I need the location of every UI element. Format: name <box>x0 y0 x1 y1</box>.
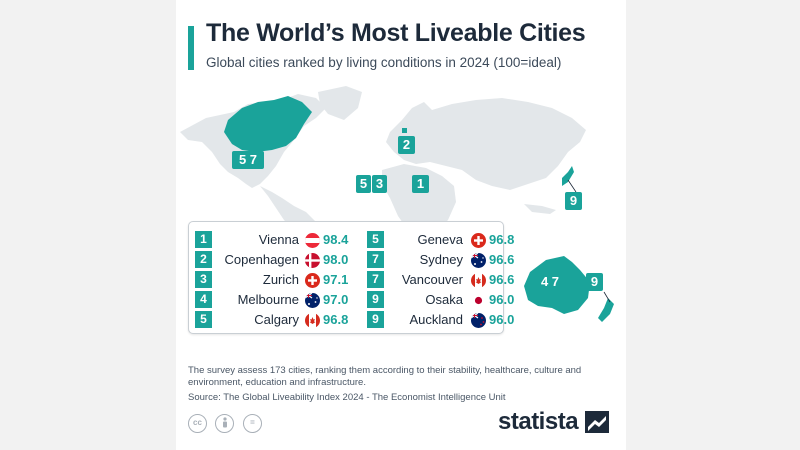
no-derivatives-icon: = <box>242 414 262 433</box>
city-name: Calgary <box>254 312 299 327</box>
title-accent-bar <box>188 26 194 70</box>
score-value: 96.8 <box>323 312 349 327</box>
country-flag-icon <box>471 313 486 328</box>
map-tag-austria: 1 <box>412 175 429 193</box>
country-flag-icon <box>305 313 320 328</box>
city-name: Geneva <box>417 232 463 247</box>
eurasia-land <box>386 98 586 190</box>
city-name: Melbourne <box>237 292 299 307</box>
table-row: 3 Zurich 97.1 <box>195 271 349 291</box>
rank-badge: 4 <box>195 291 212 308</box>
score-value: 96.6 <box>489 252 515 267</box>
country-flag-icon <box>471 293 486 308</box>
country-flag-icon <box>471 253 486 268</box>
table-row: 5 Calgary 96.8 <box>195 311 349 331</box>
map-tag-denmark: 2 <box>398 136 415 154</box>
city-name: Osaka <box>425 292 463 307</box>
score-value: 98.0 <box>323 252 349 267</box>
survey-note: The survey assess 173 cities, ranking th… <box>188 365 582 388</box>
osaka-pointer <box>567 179 577 193</box>
rank-badge: 5 <box>195 311 212 328</box>
city-name: Zurich <box>262 272 299 287</box>
country-flag-icon <box>471 273 486 288</box>
chart-subtitle: Global cities ranked by living condition… <box>206 55 562 70</box>
south-america-land <box>260 186 316 230</box>
table-row: 9 Auckland 96.0 <box>367 311 517 331</box>
attribution-icon <box>215 414 235 433</box>
map-tag-zurich: 3 <box>372 175 387 193</box>
rank-badge: 3 <box>195 271 212 288</box>
rank-badge: 5 <box>367 231 384 248</box>
city-name: Sydney <box>419 252 463 267</box>
table-row: 9 Osaka 96.0 <box>367 291 517 311</box>
table-row: 1 Vienna 98.4 <box>195 231 349 251</box>
city-name: Vancouver <box>401 272 463 287</box>
score-value: 98.4 <box>323 232 349 247</box>
greenland-land <box>318 86 362 120</box>
canada-highlight <box>224 96 312 152</box>
city-name: Copenhagen <box>224 252 299 267</box>
rank-badge: 2 <box>195 251 212 268</box>
rank-badge: 9 <box>367 311 384 328</box>
cc-license-icon: cc <box>188 414 207 433</box>
statista-logo-icon <box>584 411 609 433</box>
table-row: 5 Geneva 96.8 <box>367 231 517 251</box>
country-flag-icon <box>305 233 320 248</box>
scandinavia-land <box>402 102 432 130</box>
city-name: Vienna <box>258 232 299 247</box>
license-icons: cc = <box>188 414 266 433</box>
score-value: 97.1 <box>323 272 349 287</box>
city-name: Auckland <box>409 312 463 327</box>
oceania-map <box>524 256 614 322</box>
map-tag-switzerland: 5 <box>356 175 371 193</box>
table-row: 2 Copenhagen 98.0 <box>195 251 349 271</box>
new-zealand-highlight <box>598 298 614 322</box>
map-tag-australia: 4 7 <box>534 273 566 291</box>
score-value: 96.6 <box>489 272 515 287</box>
score-value: 96.0 <box>489 312 515 327</box>
indonesia-land <box>524 204 556 214</box>
auckland-pointer <box>603 291 611 303</box>
country-flag-icon <box>305 293 320 308</box>
rank-badge: 7 <box>367 271 384 288</box>
country-flag-icon <box>305 273 320 288</box>
japan-highlight <box>562 166 574 186</box>
table-row: 4 Melbourne 97.0 <box>195 291 349 311</box>
world-map <box>180 86 586 230</box>
statista-logo: statista <box>498 408 609 436</box>
map-tag-japan: 9 <box>565 192 582 210</box>
rank-badge: 1 <box>195 231 212 248</box>
source-line: Source: The Global Liveability Index 202… <box>188 392 506 403</box>
country-flag-icon <box>305 253 320 268</box>
score-value: 96.8 <box>489 232 515 247</box>
score-value: 96.0 <box>489 292 515 307</box>
map-tag-new-zealand: 9 <box>586 273 603 291</box>
score-value: 97.0 <box>323 292 349 307</box>
ranking-table: 1 Vienna 98.4 2 Copenhagen 98.0 3 Zurich 97.1 4 Me… <box>188 221 514 334</box>
rank-badge: 9 <box>367 291 384 308</box>
chart-title: The World’s Most Liveable Cities <box>206 19 586 47</box>
table-row: 7 Vancouver 96.6 <box>367 271 517 291</box>
africa-land <box>382 164 456 230</box>
statista-logo-text: statista <box>498 408 579 435</box>
table-row: 7 Sydney 96.6 <box>367 251 517 271</box>
denmark-highlight <box>402 128 407 133</box>
rank-badge: 7 <box>367 251 384 268</box>
country-flag-icon <box>471 233 486 248</box>
infographic-card: The World’s Most Liveable Cities Global … <box>176 0 626 450</box>
map-tag-canada: 5 7 <box>232 151 264 169</box>
